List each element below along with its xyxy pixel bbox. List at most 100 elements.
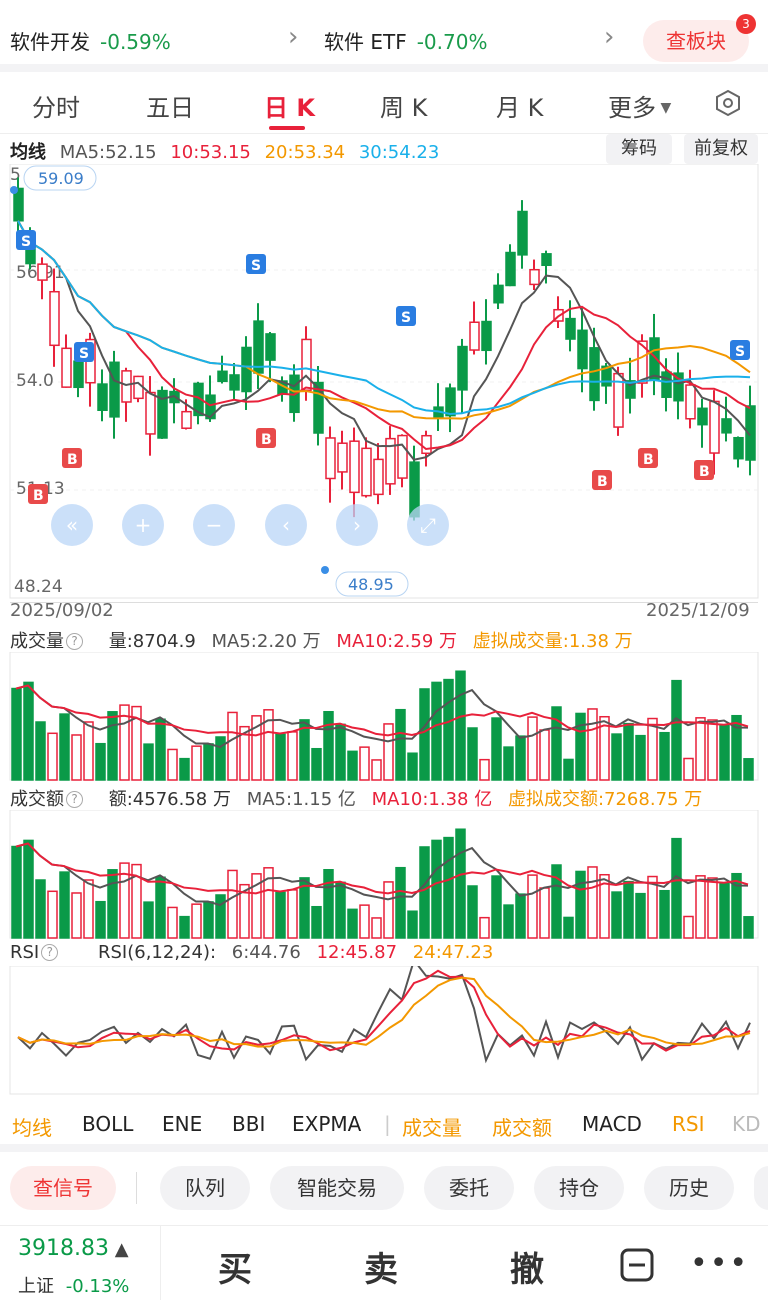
separator: |: [384, 1112, 391, 1136]
period-tabs: 分时 五日 日 K 周 K 月 K 更多 ▼: [0, 80, 768, 134]
help-icon[interactable]: ?: [66, 633, 83, 650]
indicator-bbi[interactable]: BBI: [232, 1112, 266, 1136]
volume-bar: [287, 731, 298, 781]
indicator-rsi[interactable]: RSI: [672, 1112, 705, 1136]
chips-button[interactable]: 筹码: [606, 134, 672, 164]
view-board-button[interactable]: 查板块: [643, 20, 749, 62]
amount-title[interactable]: 成交额?: [10, 789, 93, 810]
indicator-expma[interactable]: EXPMA: [292, 1112, 362, 1136]
chart-control-button[interactable]: «: [51, 504, 93, 546]
candle-body: [421, 434, 432, 455]
chart-frame: [9, 164, 759, 599]
rsi-chart[interactable]: [0, 966, 768, 1096]
indicator-kd[interactable]: KD: [732, 1112, 761, 1136]
amount-chart[interactable]: [0, 810, 768, 940]
candlestick-chart[interactable]: 556.9154.051.1348.2459.0948.95SSSSSBBBBB…: [0, 164, 768, 624]
volume-bar: [287, 889, 298, 939]
candle-body: [265, 333, 276, 361]
smart-trade-button[interactable]: 智能交易: [270, 1166, 404, 1210]
ma-legend: 均线 MA5:52.15 10:53.15 20:53.34 30:54.23: [10, 138, 447, 163]
chart-control-button[interactable]: ⤢: [407, 504, 449, 546]
action-row: 查信号 队列 智能交易 委托 持仓 历史: [0, 1152, 768, 1226]
volume-bar: [467, 727, 478, 781]
chart-control-button[interactable]: −: [193, 504, 235, 546]
volume-bar: [551, 864, 562, 939]
history-button[interactable]: 历史: [644, 1166, 734, 1210]
volume-bar: [671, 837, 682, 939]
volume-chart[interactable]: [0, 652, 768, 782]
volume-bar: [431, 839, 442, 939]
chart-control-button[interactable]: +: [122, 504, 164, 546]
signal-marker-letter: B: [261, 432, 272, 448]
rsi24-line: [17, 976, 751, 1048]
signal-marker: [694, 460, 714, 480]
volume-bar: [731, 872, 742, 939]
signal-marker: [28, 484, 48, 504]
indicator-boll[interactable]: BOLL: [82, 1112, 134, 1136]
chart-control-bg: [407, 504, 449, 546]
sector-software-dev[interactable]: 软件开发 -0.59%: [10, 26, 171, 55]
index-meta: 上证 -0.13%: [18, 1272, 129, 1298]
ma5-line: [17, 220, 751, 461]
help-icon[interactable]: ?: [41, 944, 59, 961]
ma10-line: [17, 220, 751, 451]
sell-button[interactable]: 卖: [364, 1250, 398, 1290]
volume-ma10: MA10:2.59 万: [336, 631, 458, 652]
volume-bar: [647, 717, 658, 781]
volume-bar: [431, 681, 442, 781]
volume-bar: [515, 893, 526, 939]
sector-software-etf[interactable]: 软件 ETF -0.70%: [324, 26, 487, 55]
help-icon[interactable]: ?: [66, 791, 83, 808]
cancel-order-button[interactable]: 撤: [510, 1250, 544, 1290]
volume-title[interactable]: 成交量?: [10, 631, 93, 652]
rsi-title[interactable]: RSI?: [10, 942, 68, 963]
indicator-macd[interactable]: MACD: [582, 1112, 642, 1136]
indicator-ene[interactable]: ENE: [162, 1112, 203, 1136]
tab-five-day[interactable]: 五日: [146, 94, 194, 122]
volume-bar: [323, 868, 334, 939]
volume-bar: [167, 906, 178, 939]
volume-bar: [311, 747, 322, 781]
volume-bar: [659, 889, 670, 939]
candle-body: [133, 375, 144, 400]
candle-body: [745, 405, 756, 461]
positions-button[interactable]: 持仓: [534, 1166, 624, 1210]
indicator-ma[interactable]: 均线: [12, 1116, 52, 1140]
indicator-amount[interactable]: 成交额: [492, 1116, 552, 1140]
buy-button[interactable]: 买: [218, 1250, 252, 1290]
index-panel[interactable]: 3918.83 ▲: [18, 1236, 129, 1261]
signal-marker-letter: B: [33, 488, 44, 504]
rsi-title-text: RSI: [10, 942, 40, 963]
tab-more[interactable]: 更多 ▼: [608, 88, 671, 123]
volume-bar: [11, 687, 22, 781]
signal-marker: [730, 340, 750, 360]
settings-hexagon-icon[interactable]: [714, 89, 742, 117]
candle-body: [529, 268, 540, 286]
tab-daily-k[interactable]: 日 K: [264, 94, 315, 122]
candle-body: [505, 251, 516, 287]
volume-bar: [311, 905, 322, 939]
volume-bar: [491, 875, 502, 939]
chevron-right-icon[interactable]: ›: [288, 22, 299, 52]
volume-bar: [623, 880, 634, 939]
tab-more-label: 更多: [608, 94, 656, 122]
chevron-right-icon[interactable]: ›: [604, 22, 615, 52]
more-icon[interactable]: •••: [690, 1246, 750, 1281]
tab-weekly-k[interactable]: 周 K: [380, 94, 428, 122]
adjust-button[interactable]: 前复权: [684, 134, 758, 164]
more-pill[interactable]: [754, 1166, 768, 1210]
volume-bar: [47, 890, 58, 939]
orders-button[interactable]: 委托: [424, 1166, 514, 1210]
queue-button[interactable]: 队列: [160, 1166, 250, 1210]
signal-marker: [74, 342, 94, 362]
tab-monthly-k[interactable]: 月 K: [496, 94, 544, 122]
indicator-volume[interactable]: 成交量: [402, 1116, 462, 1140]
volume-bar: [191, 903, 202, 939]
chart-control-button[interactable]: ›: [336, 504, 378, 546]
ma-label[interactable]: 均线: [10, 142, 46, 163]
tab-intraday[interactable]: 分时: [32, 94, 80, 122]
check-signal-button[interactable]: 查信号: [10, 1166, 116, 1210]
volume-bar: [419, 846, 430, 939]
minimize-icon[interactable]: [620, 1248, 654, 1282]
chart-control-button[interactable]: ‹: [265, 504, 307, 546]
